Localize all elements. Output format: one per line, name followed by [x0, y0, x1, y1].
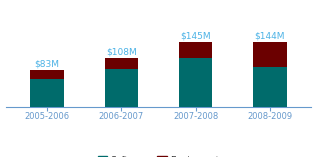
Bar	[105, 69, 138, 107]
Bar	[30, 78, 64, 107]
Bar	[179, 42, 212, 58]
Legend: Software, Equipment: Software, Equipment	[94, 152, 223, 157]
Text: $144M: $144M	[255, 32, 285, 41]
Bar	[253, 42, 287, 67]
Bar	[253, 67, 287, 107]
Text: $145M: $145M	[180, 31, 211, 40]
Text: $83M: $83M	[35, 59, 60, 68]
Bar	[105, 58, 138, 69]
Bar	[30, 70, 64, 78]
Bar	[179, 58, 212, 107]
Text: $108M: $108M	[106, 48, 137, 57]
